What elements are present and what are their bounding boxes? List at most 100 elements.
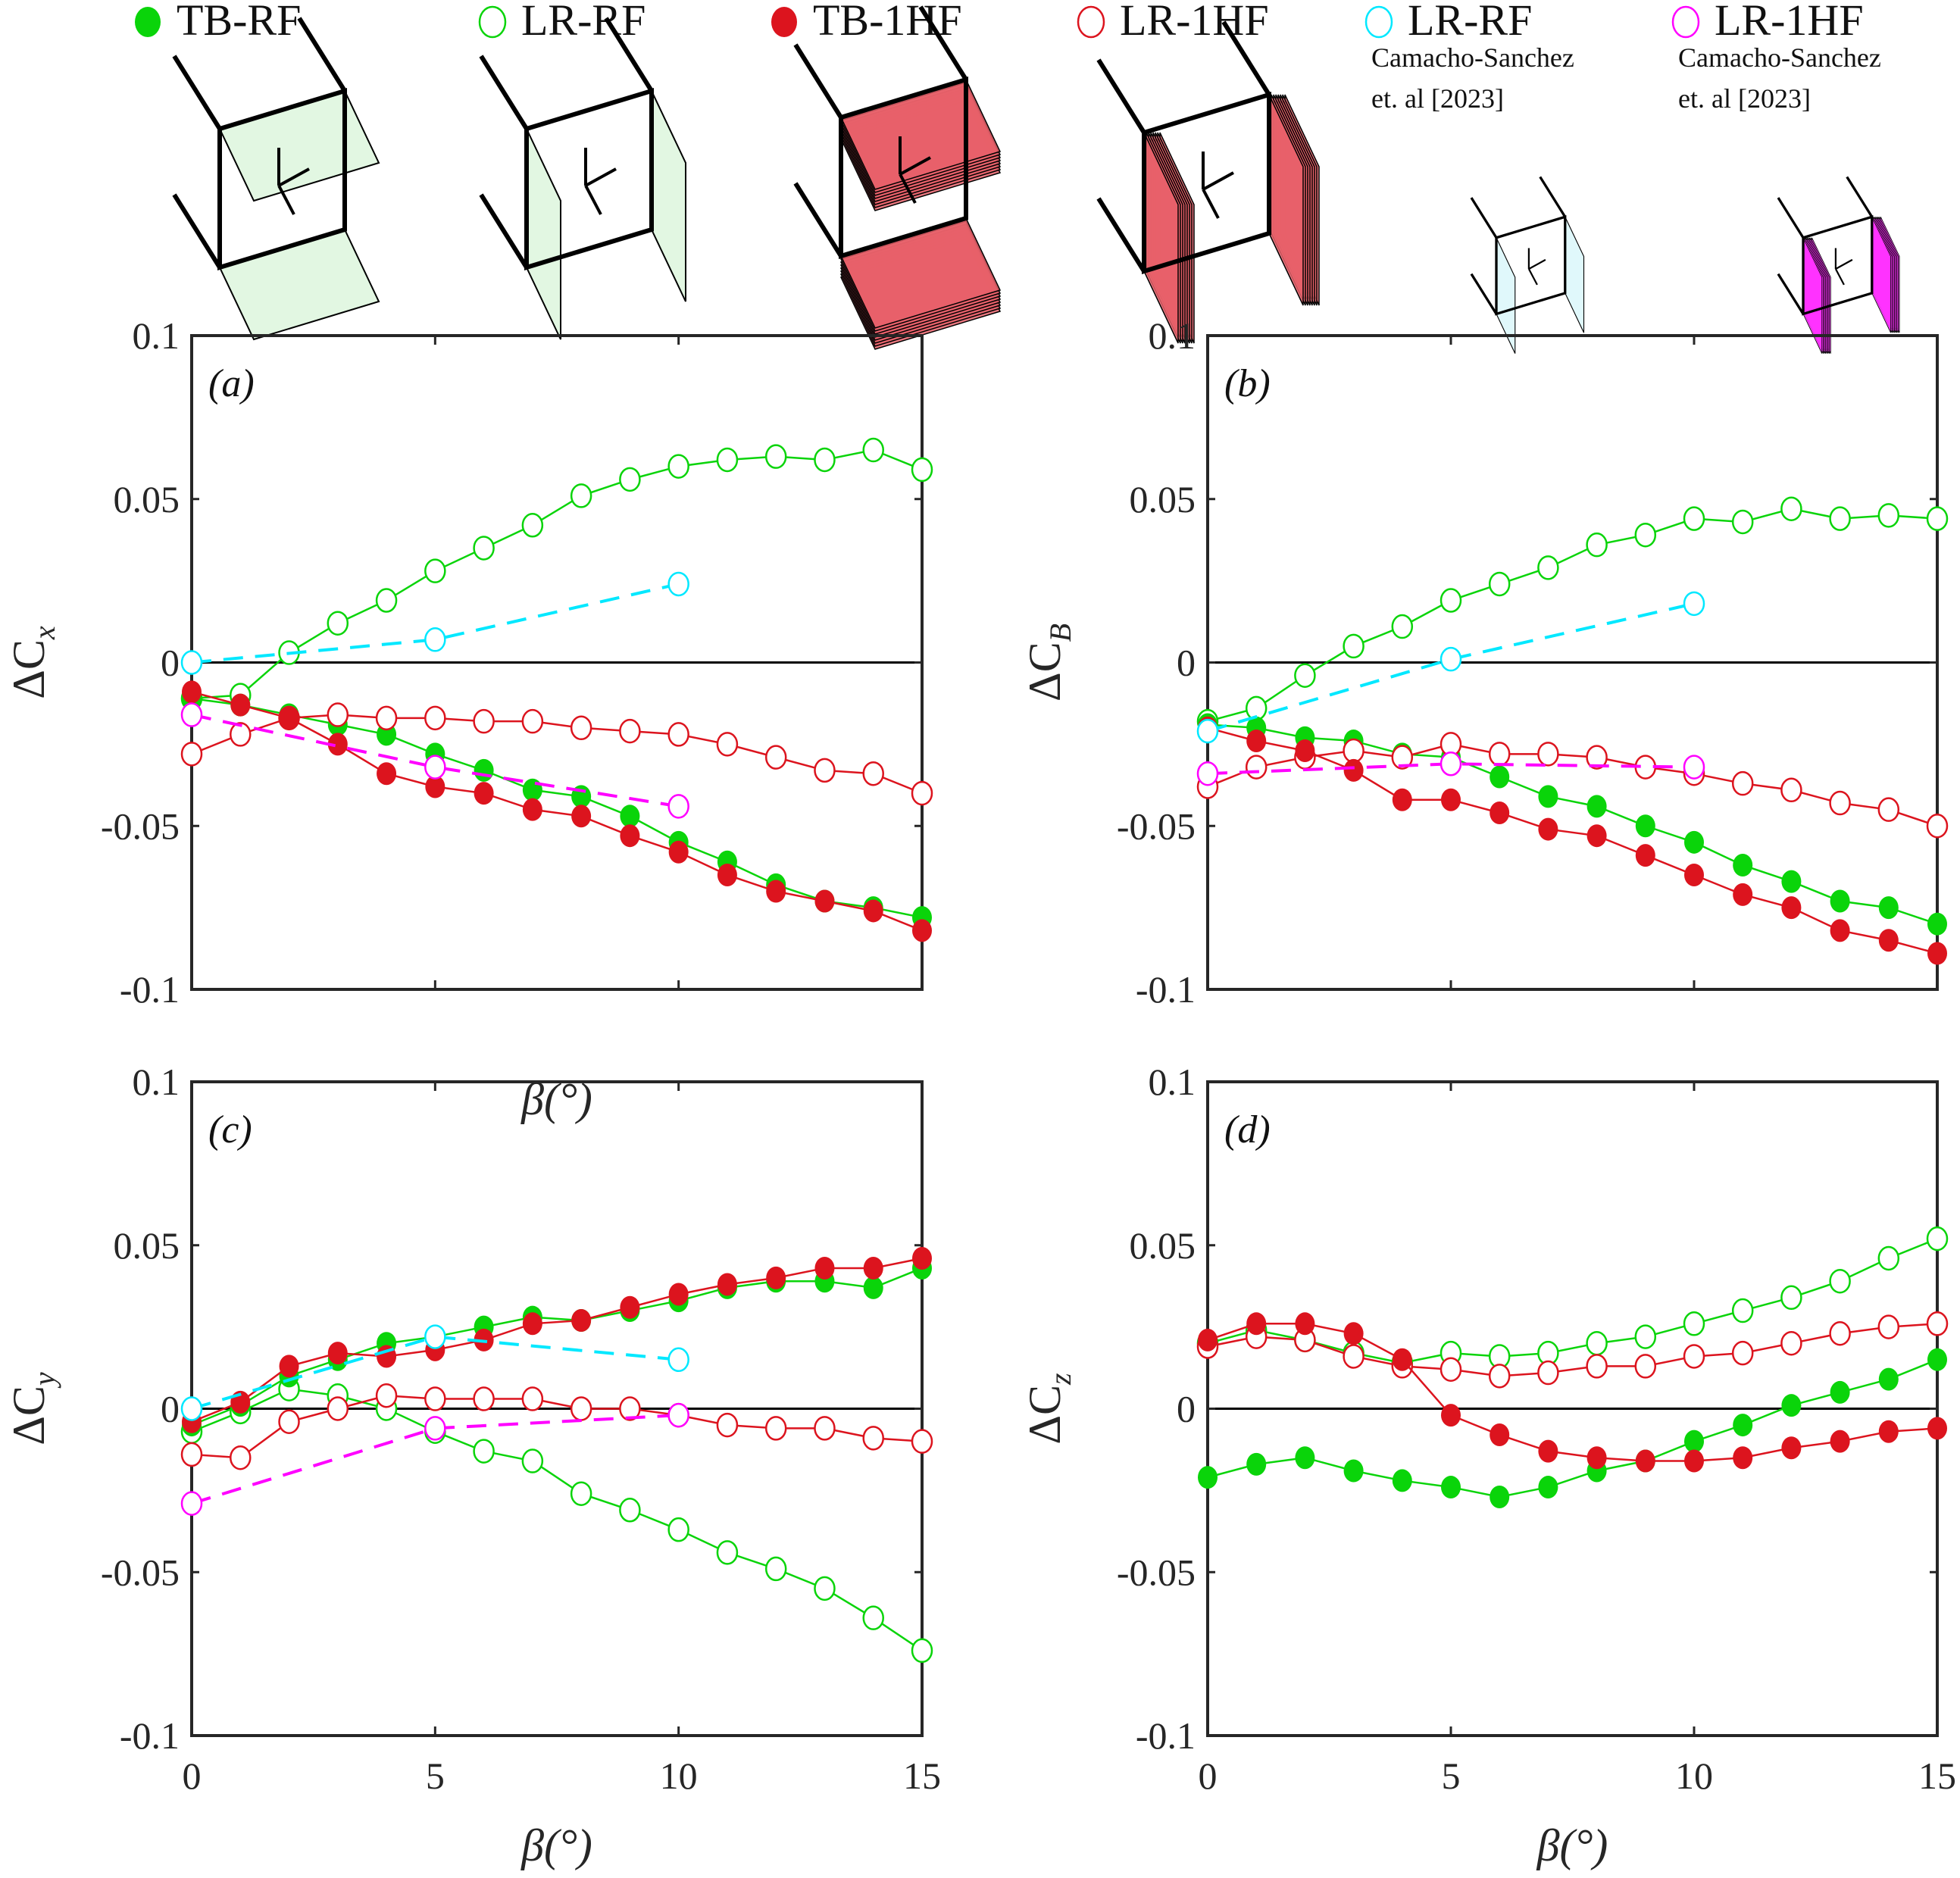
cube-top-bottom-plates-icon (172, 17, 380, 341)
data-point (1926, 814, 1949, 839)
series-line (191, 1388, 923, 1651)
data-point (230, 693, 251, 717)
series-tb-1hf (1198, 1312, 1947, 1473)
data-point (1198, 1328, 1218, 1351)
data-point (1684, 1449, 1704, 1473)
data-point (180, 1396, 203, 1421)
series-line (191, 1257, 923, 1423)
data-point (863, 1256, 883, 1280)
data-point (522, 798, 542, 821)
data-point (620, 1295, 640, 1319)
y-tick-label: 0.1 (1149, 314, 1196, 357)
data-point (1537, 742, 1559, 767)
data-point (1634, 1324, 1657, 1349)
data-point (180, 1491, 203, 1516)
series-lr-1hf (1196, 1311, 1949, 1389)
y-tick-label: 0.05 (114, 478, 180, 520)
data-point (1781, 1394, 1802, 1417)
series-cs-lr-rf (180, 571, 689, 675)
data-point (522, 1312, 542, 1336)
data-point (1926, 1311, 1949, 1336)
legend-sublabel: Camacho-Sanchez (1678, 42, 1881, 73)
y-tick-label: 0.1 (133, 1061, 180, 1103)
series-line (191, 691, 923, 932)
data-point (619, 718, 641, 744)
y-tick-label: -0.1 (1136, 1714, 1196, 1757)
data-point (911, 457, 933, 483)
data-point (1731, 1340, 1754, 1366)
series-line (1207, 1323, 1938, 1462)
legend-marker (478, 5, 507, 39)
data-point (814, 1416, 836, 1441)
series-lr-rf (180, 437, 933, 711)
data-point (230, 1445, 252, 1470)
data-point (375, 705, 398, 731)
data-point (230, 722, 252, 747)
data-point (764, 745, 787, 770)
data-point (1537, 555, 1559, 580)
x-tick-label: 15 (1918, 1755, 1956, 1797)
data-point (1733, 1414, 1753, 1437)
data-point (717, 1273, 737, 1296)
data-point (377, 762, 397, 786)
series-line (1207, 602, 1695, 733)
data-point (863, 899, 883, 923)
data-point (1830, 1430, 1850, 1453)
data-point (1781, 870, 1802, 893)
series-line (191, 713, 679, 808)
series-line (191, 1267, 923, 1426)
y-tick-label: 0 (161, 1388, 180, 1430)
series-line (1207, 762, 1695, 776)
y-tick-label: 0.05 (1130, 478, 1196, 520)
series-tb-rf (1198, 1348, 1947, 1509)
data-point (1392, 788, 1412, 811)
series-tb-1hf (182, 1247, 932, 1433)
legend-marker (1077, 5, 1105, 39)
data-point (766, 880, 786, 903)
data-point (279, 706, 299, 730)
data-point (1683, 506, 1705, 531)
data-point (667, 722, 689, 747)
data-point (1927, 912, 1947, 936)
data-point (1488, 571, 1511, 597)
series-line (191, 1335, 679, 1411)
data-point (180, 1442, 203, 1467)
legend-item-lr-rf: LR-RF (478, 0, 686, 340)
series-line (191, 448, 923, 700)
data-point (1246, 1312, 1267, 1336)
data-point (620, 805, 640, 828)
series-tb-1hf (182, 680, 932, 942)
data-point (1392, 1469, 1412, 1492)
data-point (814, 889, 835, 913)
data-point (1684, 1430, 1704, 1453)
data-point (1780, 1285, 1802, 1311)
series-line (1207, 1323, 1938, 1377)
data-point (473, 1439, 495, 1464)
data-point (424, 627, 446, 652)
data-point (424, 755, 446, 780)
data-point (1634, 522, 1657, 548)
y-tick-label: 0 (1177, 1388, 1196, 1430)
legend-item-tb-rf: TB-RF (135, 0, 380, 341)
y-tick-label: -0.1 (1136, 968, 1196, 1011)
data-point (180, 702, 203, 727)
data-point (1488, 742, 1511, 767)
data-point (571, 805, 592, 828)
data-point (1829, 790, 1851, 816)
data-point (1683, 1311, 1705, 1336)
y-tick-label: -0.05 (101, 805, 180, 847)
series-line (1207, 1358, 1938, 1498)
legend-item-tb-1hf: TB-1HF (771, 0, 1002, 350)
legend-label: LR-1HF (1715, 0, 1864, 45)
data-point (1780, 496, 1802, 521)
data-point (1295, 1312, 1315, 1336)
y-tick-label: -0.1 (120, 1714, 180, 1757)
data-point (1878, 929, 1899, 952)
data-point (1830, 919, 1850, 942)
data-point (1441, 1404, 1461, 1427)
legend-marker (135, 7, 161, 37)
data-point (1731, 509, 1754, 535)
data-point (863, 1276, 883, 1299)
data-point (180, 742, 203, 767)
data-point (911, 1638, 933, 1664)
